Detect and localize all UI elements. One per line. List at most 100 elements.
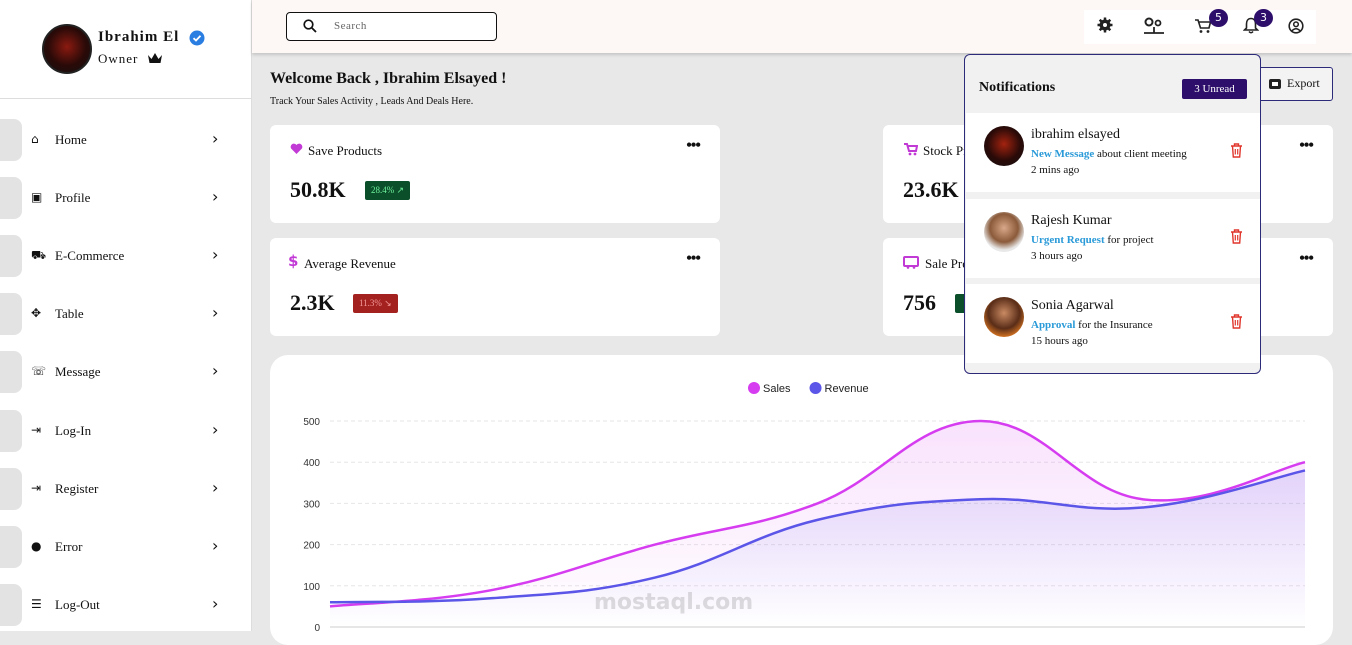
welcome-title: Welcome Back , Ibrahim Elsayed !: [270, 70, 507, 87]
menu-tab: [0, 119, 22, 161]
message-line: Approval for the Insurance: [1031, 319, 1153, 331]
menu-item[interactable]: ☏ Message ›: [0, 351, 251, 395]
export-label: Export: [1287, 76, 1320, 90]
menu-icon: ⇥: [31, 480, 42, 495]
menu-item[interactable]: ▣ Profile ›: [0, 177, 251, 221]
series-line: [329, 469, 1306, 604]
more-button[interactable]: •••: [1299, 250, 1314, 267]
menu-item[interactable]: ⇥ Register ›: [0, 467, 251, 512]
y-tick-label: 200: [303, 541, 320, 552]
sidebar: Ibrahim El Owner ⌂ Home › ▣ Profile › ⛟ E-Comme…: [0, 0, 252, 631]
menu-tab: [0, 583, 22, 626]
notification-panel: Notifications 3 Unread ibrahim elsayed Ne…: [964, 54, 1261, 374]
chevron: ›: [212, 535, 219, 555]
chart: 0 100 200 300 400 500 Sales Revenue: [303, 382, 1306, 634]
delete-button[interactable]: [1230, 228, 1243, 249]
crown-icon: [148, 53, 162, 63]
account-icon[interactable]: [1288, 18, 1304, 34]
sender-name: Rajesh Kumar: [1031, 212, 1112, 228]
menu-tab: [0, 525, 22, 568]
menu-label: Table: [55, 306, 84, 322]
message-line: New Message about client meeting: [1031, 148, 1187, 160]
message-line: Urgent Request for project: [1031, 234, 1154, 246]
menu-item[interactable]: ✥ Table ›: [0, 293, 251, 337]
menu-item[interactable]: ⌂ Home ›: [0, 119, 251, 163]
settings-icon[interactable]: [1097, 17, 1113, 33]
delete-button[interactable]: [1230, 143, 1243, 163]
card-value: 756: [903, 290, 936, 315]
change-chip: 28.4% ↗: [365, 181, 411, 200]
tools-icon[interactable]: [1143, 16, 1165, 35]
time-ago: 3 hours ago: [1031, 249, 1083, 262]
cart-icon[interactable]: [1194, 18, 1212, 34]
chevron: ›: [212, 593, 219, 613]
verified-icon: [189, 30, 205, 46]
series-area: [330, 470, 1305, 627]
delete-button[interactable]: [1230, 314, 1243, 334]
menu-label: Home: [55, 132, 87, 147]
notification-title: Notifications: [979, 80, 1056, 95]
change-value: 28.4%: [371, 185, 395, 195]
menu-tab: [0, 293, 22, 336]
profile-name: Ibrahim El: [98, 29, 180, 45]
avatar: [984, 211, 1024, 252]
notification-item[interactable]: Sonia Agarwal Approval for the Insurance 1…: [966, 284, 1260, 363]
chevron: ›: [212, 361, 219, 381]
notification-item[interactable]: Rajesh Kumar Urgent Request for project 3 …: [966, 198, 1260, 278]
trash-icon: [1231, 143, 1242, 158]
avatar: [984, 126, 1024, 166]
search-icon: [303, 19, 317, 33]
more-button[interactable]: •••: [686, 250, 701, 267]
chevron: ›: [212, 419, 219, 439]
menu-label: Message: [55, 364, 101, 380]
menu-tab: [0, 467, 22, 510]
divider: [0, 98, 251, 99]
y-tick-label: 300: [303, 499, 320, 510]
menu-item[interactable]: ⛟ E-Commerce ›: [0, 235, 251, 279]
stat-card: Save Products ••• 50.8K 28.4% ↗: [270, 125, 720, 223]
menu-icon: ⇥: [31, 422, 42, 437]
export-icon: [1269, 79, 1281, 89]
menu-item[interactable]: ● Error ›: [0, 525, 251, 570]
profile-role: Owner: [98, 51, 139, 66]
trash-icon: [1231, 314, 1242, 329]
menu-label: Log-Out: [55, 596, 100, 612]
trash-icon: [1231, 228, 1242, 244]
more-button[interactable]: •••: [686, 137, 701, 154]
time-ago: 15 hours ago: [1031, 335, 1088, 347]
truck-icon: [903, 256, 919, 269]
card-value: 50.8K: [290, 177, 346, 202]
notification-badge: 3: [1254, 9, 1273, 27]
cart-badge: 5: [1209, 9, 1228, 27]
change-chip: 11.3% ↘: [353, 294, 398, 313]
menu-item[interactable]: ⇥ Log-In ›: [0, 409, 251, 454]
menu-tab: [0, 177, 22, 220]
chevron: ›: [212, 245, 219, 265]
chevron: ›: [212, 187, 219, 207]
menu-icon: ☏: [31, 364, 47, 379]
profile-avatar[interactable]: [42, 24, 92, 74]
menu-label: Error: [55, 538, 83, 554]
legend-label: Revenue: [825, 383, 869, 395]
time-ago: 2 mins ago: [1031, 164, 1080, 176]
more-button[interactable]: •••: [1299, 137, 1314, 154]
menu-label: E-Commerce: [55, 248, 125, 264]
legend-marker: [748, 382, 760, 394]
message-tag: Urgent Request: [1031, 233, 1105, 246]
notification-item[interactable]: ibrahim elsayed New Message about client …: [966, 113, 1260, 192]
message-tag: Approval: [1031, 319, 1076, 331]
search-box[interactable]: Search: [286, 12, 497, 41]
menu-icon: ▣: [31, 190, 43, 205]
export-button[interactable]: Export: [1257, 67, 1333, 101]
chart-card: 0 100 200 300 400 500 Sales Revenue: [270, 355, 1333, 645]
card-label: Sale Pro: [925, 256, 969, 271]
menu-item[interactable]: ☰ Log-Out ›: [0, 583, 251, 628]
menu-icon: ✥: [31, 306, 42, 321]
avatar: [984, 297, 1024, 337]
menu-label: Register: [55, 480, 99, 496]
top-bar: Search 5 3: [252, 0, 1352, 53]
card-value: 23.6K: [903, 177, 959, 202]
watermark: mostaql.com: [594, 590, 754, 615]
y-tick-label: 400: [303, 458, 320, 469]
